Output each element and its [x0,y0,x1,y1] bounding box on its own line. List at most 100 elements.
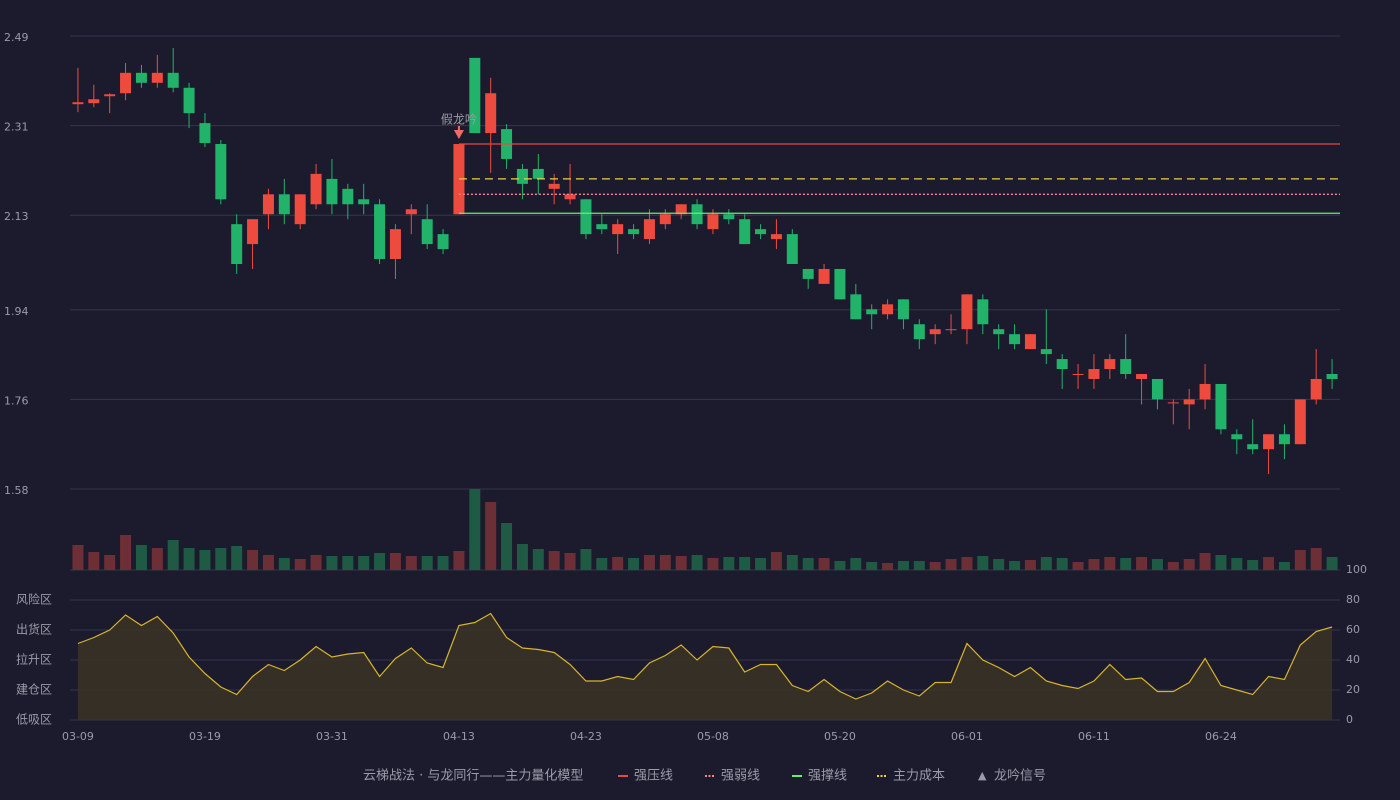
candle-body [1278,434,1290,445]
volume-bar [1056,558,1068,570]
candle-body [1088,369,1100,379]
candle-body [1167,402,1179,404]
candle-body [643,219,655,240]
legend-label: 强撑线 [808,769,847,784]
volume-bar [1231,558,1243,570]
volume-bar [1183,559,1195,570]
y-tick-label: 1.94 [4,305,29,318]
indicator-area [77,613,1333,720]
candle-body [262,194,274,215]
candle-body [88,99,100,104]
volume-bar [770,552,782,570]
candle-body [405,209,417,215]
volume-bar [326,556,338,570]
volume-bar [1151,559,1163,570]
candle-body [1263,434,1275,450]
candle-body [818,268,830,284]
volume-bar [612,557,624,570]
y-tick-label: 2.13 [4,210,29,223]
candle-body [1310,378,1322,400]
volume-bar [1104,557,1116,570]
volume-bar [548,551,560,570]
candle-body [897,299,909,320]
candle-body [532,168,544,179]
volume-bar [358,556,370,570]
volume-bar [1120,558,1132,570]
candle-body [1040,349,1052,355]
volume-bar [120,535,132,570]
indicator-tick-label: 60 [1346,623,1360,636]
volume-bar [945,559,957,570]
legend-label: 强弱线 [721,769,760,784]
volume-bar [596,558,608,570]
candle-body [612,224,624,235]
volume-bar [1024,560,1036,570]
volume-bar [151,548,163,570]
y-tick-label: 2.31 [4,121,29,134]
volume-bar [104,555,116,570]
candle-body [564,194,576,200]
x-tick-label: 06-11 [1078,730,1110,743]
volume-bar [961,557,973,570]
candle-body [977,299,989,325]
x-tick-label: 03-09 [62,730,94,743]
candle-body [1199,383,1211,400]
volume-bar [739,557,751,570]
candle-body [120,72,132,94]
candle-body [786,234,798,264]
volume-bar [834,561,846,570]
volume-bar [469,489,481,570]
volume-bar [691,555,703,570]
volume-bar [532,549,544,570]
volume-bar [485,502,497,570]
x-tick-label: 05-20 [824,730,856,743]
candle-body [929,329,941,335]
candle-body [548,183,560,189]
indicator-tick-label: 80 [1346,593,1360,606]
candle-body [310,173,322,205]
candle-body [993,329,1005,335]
candle-body [913,324,925,340]
x-tick-label: 05-08 [697,730,729,743]
candle-body [294,194,306,225]
y-tick-label: 2.49 [4,31,29,44]
volume-bar [1310,548,1322,570]
candle-body [215,144,227,200]
volume-bar [866,562,878,570]
volume-bar [977,556,989,570]
candle-body [231,224,243,264]
candle-body [755,229,767,235]
candle-body [802,268,814,279]
candle-body [691,204,703,225]
volume-bar [1167,562,1179,570]
candle-body [183,87,195,114]
candle-body [739,219,751,245]
candle-body [596,224,608,230]
candle-body [961,294,973,330]
volume-bar [897,561,909,570]
volume-bar [1278,562,1290,570]
candle-body [628,229,640,235]
volume-bar [72,545,84,570]
candle-body [1326,374,1338,379]
candle-body [1215,383,1227,430]
zone-label: 风险区 [16,592,52,607]
volume-bar [564,553,576,570]
indicator-tick-label: 100 [1346,563,1367,576]
zone-label: 建仓区 [16,683,52,697]
volume-bar [802,558,814,570]
volume-bar [882,563,894,570]
candle-body [516,168,528,184]
volume-bar [707,558,719,570]
candle-body [247,219,259,245]
candle-body [882,304,894,315]
candle-body [1009,334,1021,345]
candle-body [1183,399,1195,405]
volume-bar [405,556,417,570]
annotation-arrow [453,126,464,140]
candle-body [485,93,497,134]
volume-bar [1199,553,1211,570]
y-tick-label: 1.58 [4,484,29,497]
legend-label: 主力成本 [893,769,945,784]
